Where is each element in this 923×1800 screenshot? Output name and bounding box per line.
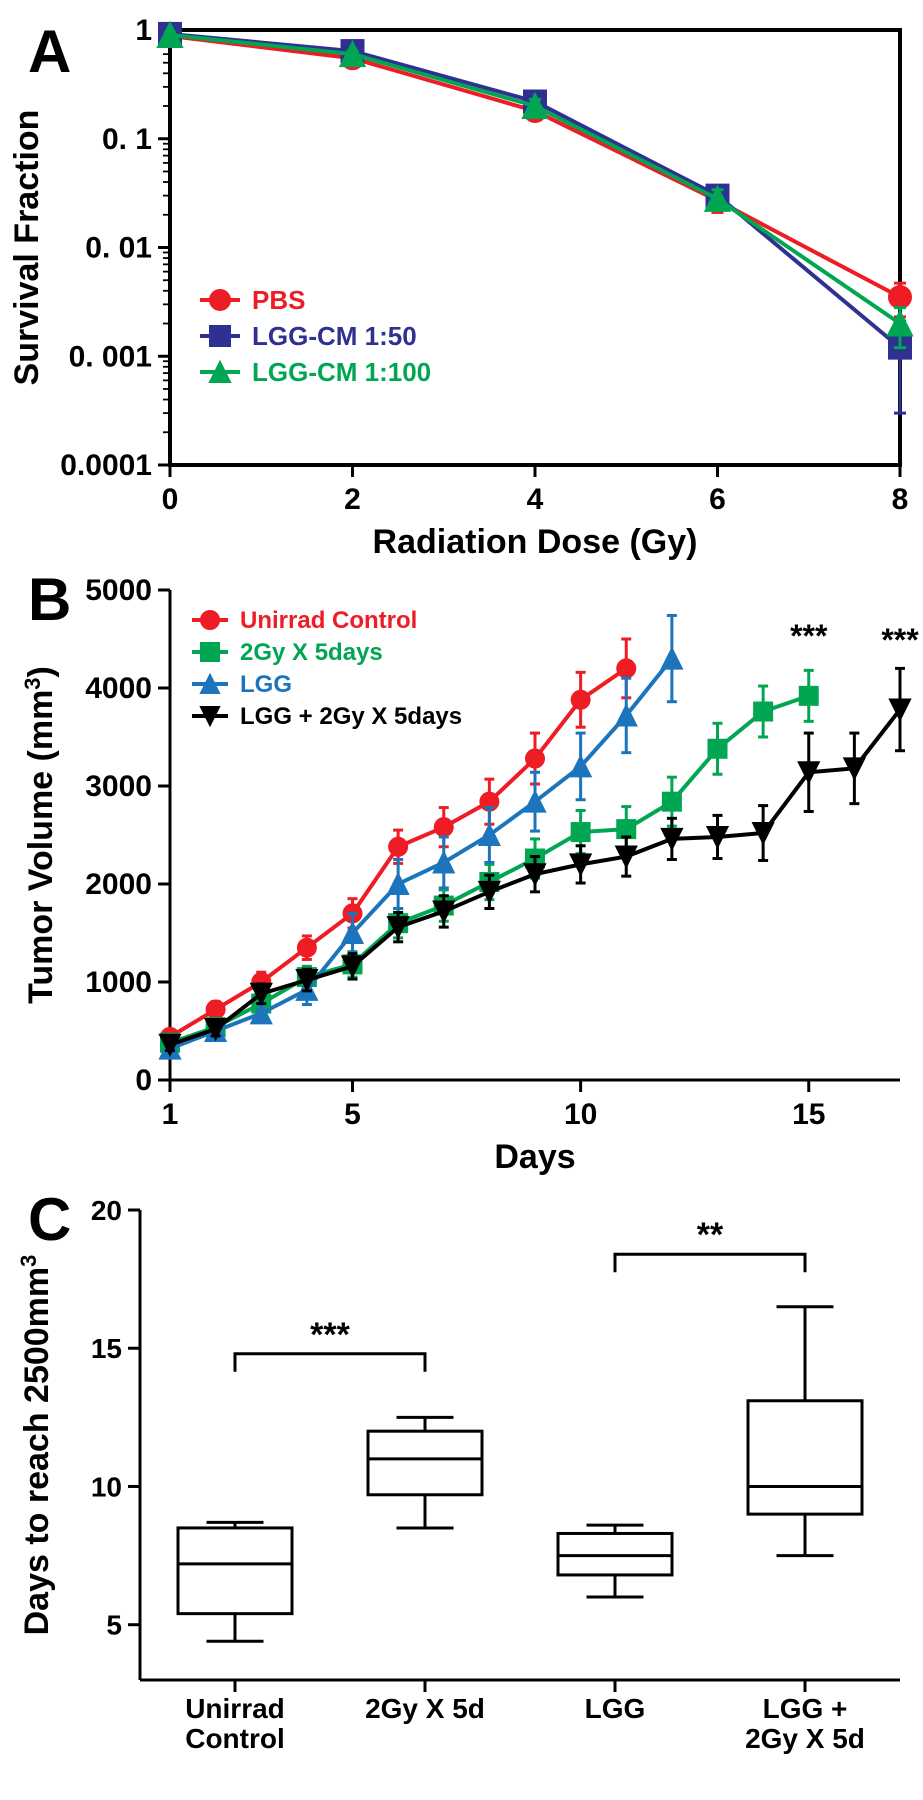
svg-text:15: 15 [792,1098,825,1131]
svg-text:5: 5 [344,1098,361,1131]
panel-c-category-label: LGG + [763,1693,848,1724]
figure-root: 0 2 4 6 8 0.0001 0. 001 0. 01 0. 1 1 Radiation Dos… [0,0,923,1800]
panel-b: 151015010002000300040005000DaysTumor Vol… [0,560,923,1180]
svg-text:2000: 2000 [85,868,152,901]
svg-text:20: 20 [91,1195,122,1226]
panel-b-svg: 151015010002000300040005000DaysTumor Vol… [0,560,923,1180]
panel-c: 5 10 15 20 Days to reach 2500mm3 UnirradContr… [0,1180,923,1800]
panel-a-legend: PBS LGG-CM 1:50 LGG-CM 1:100 [200,285,431,387]
panel-c-category-label: Control [185,1723,285,1754]
svg-text:15: 15 [91,1333,122,1364]
panel-b-label: B [28,566,71,633]
legend-item-label: Unirrad Control [240,607,417,634]
panel-a-xlabel: Radiation Dose (Gy) [373,523,698,560]
svg-text:8: 8 [892,483,909,516]
legend-item-label: LGG [240,671,292,698]
panel-b-ylabel: Tumor Volume (mm3) [20,666,61,1004]
svg-text:0. 001: 0. 001 [69,340,152,373]
svg-text:4000: 4000 [85,672,152,705]
svg-text:0: 0 [162,483,179,516]
svg-text:4: 4 [527,483,544,516]
panel-c-svg: 5 10 15 20 Days to reach 2500mm3 UnirradContr… [0,1180,923,1800]
legend-item-label: PBS [252,285,305,315]
panel-c-category-label: 2Gy X 5d [365,1693,485,1724]
significance-marker: *** [790,618,828,654]
panel-a: 0 2 4 6 8 0.0001 0. 001 0. 01 0. 1 1 Radiation Dos… [0,0,923,560]
svg-text:10: 10 [91,1471,122,1502]
legend-item-label: LGG-CM 1:100 [252,357,431,387]
svg-text:3000: 3000 [85,770,152,803]
svg-text:0. 01: 0. 01 [85,232,152,265]
svg-text:5000: 5000 [85,574,152,607]
panel-c-ylabel: Days to reach 2500mm3 [16,1255,57,1636]
svg-text:0. 1: 0. 1 [102,123,152,156]
panel-c-category-label: 2Gy X 5d [745,1723,865,1754]
legend-item-label: LGG + 2Gy X 5days [240,703,462,730]
boxplot-box [748,1401,862,1514]
boxplot-box [178,1528,292,1614]
significance-marker: ** [697,1216,724,1254]
panel-c-category-label: LGG [585,1693,646,1724]
panel-a-label: A [28,18,71,85]
boxplot-box [368,1431,482,1495]
panel-a-svg: 0 2 4 6 8 0.0001 0. 001 0. 01 0. 1 1 Radiation Dos… [0,0,923,560]
svg-text:1: 1 [162,1098,179,1131]
svg-text:6: 6 [709,483,726,516]
svg-text:0.0001: 0.0001 [60,449,152,482]
panel-b-xlabel: Days [494,1138,575,1176]
svg-text:5: 5 [106,1610,122,1641]
panel-c-category-label: Unirrad [185,1693,285,1724]
svg-text:1: 1 [135,14,152,47]
svg-text:10: 10 [564,1098,597,1131]
legend-item-label: LGG-CM 1:50 [252,321,417,351]
panel-c-label: C [28,1186,71,1253]
significance-marker: *** [310,1316,350,1354]
svg-text:0: 0 [135,1064,152,1097]
panel-b-legend: Unirrad Control 2Gy X 5days LGG LGG + 2Gy X… [192,607,462,730]
svg-text:1000: 1000 [85,966,152,999]
panel-a-ylabel: Survival Fraction [8,110,46,386]
significance-marker: *** [881,622,919,658]
legend-item-label: 2Gy X 5days [240,639,383,666]
svg-text:2: 2 [344,483,361,516]
